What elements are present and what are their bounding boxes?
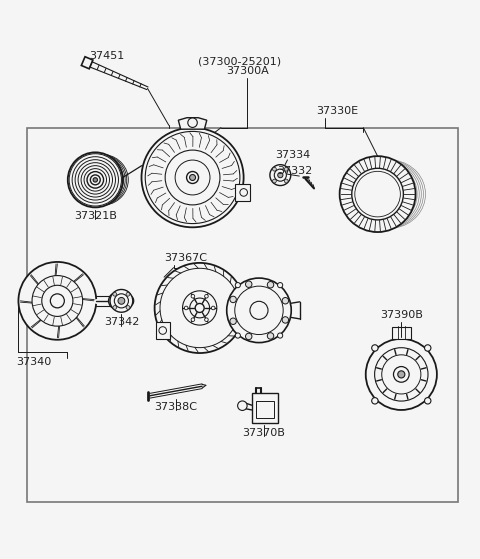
Circle shape [93,178,97,182]
Circle shape [277,282,283,288]
Circle shape [204,318,208,321]
Text: (37300-25201): (37300-25201) [198,57,282,67]
Circle shape [118,297,125,304]
Polygon shape [81,56,93,69]
Circle shape [195,304,204,312]
Circle shape [273,179,276,183]
Circle shape [245,281,252,287]
Circle shape [372,397,378,404]
Circle shape [235,282,240,288]
Circle shape [191,318,195,321]
Circle shape [190,174,195,181]
Circle shape [240,188,248,196]
Polygon shape [235,184,250,201]
Text: 37321B: 37321B [74,211,117,221]
Circle shape [191,295,195,298]
Circle shape [424,397,431,404]
Circle shape [155,263,245,353]
Circle shape [270,165,291,186]
Circle shape [18,262,96,340]
Circle shape [110,290,133,312]
Circle shape [188,118,197,127]
Text: 37370B: 37370B [242,428,285,438]
Circle shape [282,297,288,304]
Circle shape [230,318,236,324]
Polygon shape [156,322,170,339]
Circle shape [68,153,123,207]
Text: 37340: 37340 [16,357,51,367]
Bar [256,401,274,418]
Text: 37300A: 37300A [226,67,268,77]
Text: 37451: 37451 [90,51,125,61]
Circle shape [126,306,130,309]
Ellipse shape [142,127,244,228]
Bar [26,127,458,503]
Text: 37390B: 37390B [380,310,423,320]
Circle shape [190,298,210,318]
Text: 37338C: 37338C [155,402,197,413]
Circle shape [398,371,405,378]
Circle shape [374,348,428,401]
Bar [392,327,411,339]
Circle shape [372,345,378,351]
Circle shape [126,292,130,296]
Circle shape [113,292,117,296]
Circle shape [366,339,437,410]
Polygon shape [179,118,207,129]
Polygon shape [241,302,252,323]
Circle shape [42,285,73,316]
Circle shape [245,333,252,340]
Polygon shape [252,394,278,423]
Circle shape [227,278,291,343]
Circle shape [50,294,64,308]
Circle shape [267,282,274,288]
Circle shape [235,333,240,338]
Circle shape [277,333,283,338]
Text: 37332: 37332 [277,166,312,176]
Circle shape [204,295,208,298]
Circle shape [267,333,274,339]
Circle shape [352,168,403,220]
Circle shape [250,301,268,319]
Circle shape [382,355,421,394]
Circle shape [230,296,236,302]
Circle shape [184,306,188,310]
Circle shape [32,276,83,326]
Circle shape [211,306,215,310]
Text: 37342: 37342 [104,318,139,328]
Circle shape [282,317,288,323]
Circle shape [159,326,167,334]
Text: 37330E: 37330E [316,106,358,116]
Ellipse shape [125,296,134,306]
Circle shape [284,179,288,183]
Circle shape [424,345,431,351]
Circle shape [238,401,247,410]
Text: 37334: 37334 [276,150,311,160]
Circle shape [394,367,409,382]
Circle shape [278,173,283,178]
Text: 37367C: 37367C [164,253,207,263]
Circle shape [244,309,252,316]
Circle shape [90,175,100,185]
Circle shape [187,172,199,183]
Circle shape [113,306,117,309]
Circle shape [340,156,416,232]
Ellipse shape [108,293,122,309]
Circle shape [284,167,288,171]
Circle shape [182,291,217,325]
Circle shape [273,167,276,171]
